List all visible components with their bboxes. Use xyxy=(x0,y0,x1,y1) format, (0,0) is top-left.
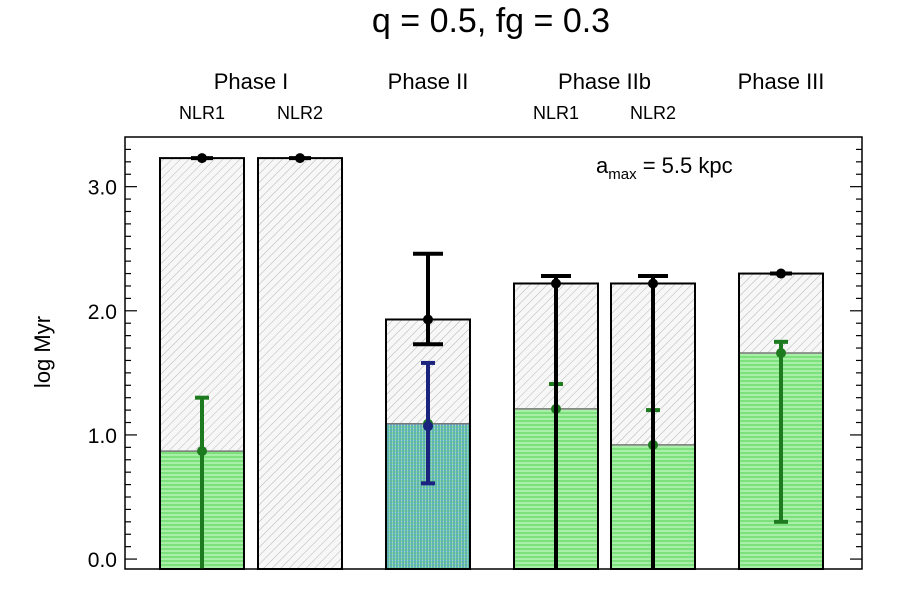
errorbar-total-point-0 xyxy=(197,153,207,164)
annotation-prefix: a xyxy=(596,153,609,178)
errorbar-total-3-point xyxy=(551,278,561,289)
errorbar-lower-0 xyxy=(195,395,209,569)
sub-label-2-0: NLR1 xyxy=(533,103,579,123)
bars-layer xyxy=(159,153,824,570)
ytick-label: 0.0 xyxy=(88,549,117,572)
errorbar-total-2-point xyxy=(423,314,433,325)
errorbar-total-3 xyxy=(541,274,571,569)
annotation-subscript: max xyxy=(608,166,637,183)
annotation-text: amax = 5.5 kpc xyxy=(596,153,733,183)
errorbar-lower-5 xyxy=(774,339,788,524)
errorbar-total-point-1 xyxy=(295,153,305,164)
errorbar-lower-0-point xyxy=(197,446,207,457)
errorbar-total-point-5 xyxy=(776,268,786,279)
annotation-rest: = 5.5 kpc xyxy=(637,153,733,178)
errorbar-lower-2 xyxy=(421,360,435,486)
labels-layer: 0.0 1.0 2.0 3.0 Phase I NLR1 NLR2 Phase II Phase… xyxy=(88,69,825,572)
phase-label-3: Phase III xyxy=(738,69,825,94)
sub-label-0-0: NLR1 xyxy=(179,103,225,123)
bar-total-1 xyxy=(258,158,342,569)
ytick-label: 1.0 xyxy=(88,425,117,448)
axes-layer xyxy=(124,136,863,570)
y-axis-label: log Myr xyxy=(30,316,55,388)
sub-label-2-1: NLR2 xyxy=(630,103,676,123)
phase-label-1: Phase II xyxy=(388,69,469,94)
plot-frame xyxy=(124,136,863,570)
phase-label-2: Phase IIb xyxy=(558,69,651,94)
errorbar-total-4 xyxy=(638,274,668,569)
ytick-label: 3.0 xyxy=(88,177,117,200)
errorbar-total-4-point xyxy=(648,278,658,289)
phase-label-0: Phase I xyxy=(214,69,289,94)
ytick-label: 2.0 xyxy=(88,301,117,324)
sub-label-0-1: NLR2 xyxy=(277,103,323,123)
chart-title: q = 0.5, fg = 0.3 xyxy=(372,2,610,40)
errorbar-lower-5-point xyxy=(776,348,786,358)
errorbar-total-2 xyxy=(413,251,443,347)
errorbar-lower-2-point xyxy=(423,421,433,432)
